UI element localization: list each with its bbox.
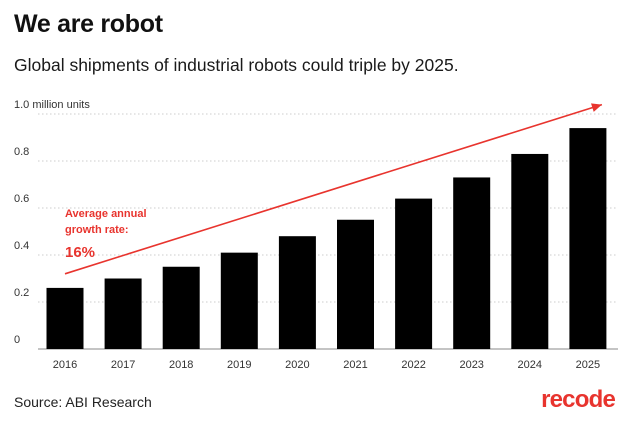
x-tick-label: 2016 bbox=[53, 359, 77, 371]
trend-arrow-head bbox=[591, 103, 602, 112]
chart-title: We are robot bbox=[14, 10, 163, 38]
y-axis-ticks: 0 0.2 0.4 0.6 0.8 1.0 million units bbox=[14, 99, 90, 346]
x-tick-label: 2025 bbox=[576, 359, 600, 371]
bar-2018 bbox=[162, 266, 200, 349]
bar-2019 bbox=[220, 252, 258, 349]
growth-annotation: Average annual growth rate: 16% bbox=[64, 103, 603, 275]
bar-2016 bbox=[46, 287, 84, 349]
x-tick-label: 2022 bbox=[401, 359, 425, 371]
x-tick-label: 2020 bbox=[285, 359, 309, 371]
bar-2022 bbox=[395, 198, 433, 349]
x-tick-label: 2024 bbox=[518, 359, 542, 371]
y-tick-label: 0.2 bbox=[14, 287, 29, 299]
bar-2024 bbox=[511, 153, 549, 349]
bar-2023 bbox=[453, 177, 491, 349]
x-axis-ticks: 2016 2017 2018 2019 2020 2021 2022 2023 2024 2025 bbox=[53, 359, 600, 371]
y-tick-label: 0 bbox=[14, 334, 20, 346]
x-tick-label: 2021 bbox=[343, 359, 367, 371]
x-tick-label: 2018 bbox=[169, 359, 193, 371]
x-tick-label: 2023 bbox=[459, 359, 483, 371]
y-tick-label: 0.6 bbox=[14, 193, 29, 205]
bar-2021 bbox=[337, 219, 374, 349]
annotation-label: Average annual bbox=[65, 208, 147, 220]
annotation-label: growth rate: bbox=[65, 224, 129, 236]
x-tick-label: 2017 bbox=[111, 359, 135, 371]
x-tick-label: 2019 bbox=[227, 359, 251, 371]
recode-logo: recode bbox=[541, 386, 616, 413]
source-note: Source: ABI Research bbox=[14, 394, 152, 410]
bars bbox=[46, 128, 607, 349]
bar-2025 bbox=[569, 128, 607, 349]
bar-2020 bbox=[278, 236, 316, 349]
annotation-value: 16% bbox=[65, 244, 95, 261]
trend-arrow-line bbox=[64, 103, 603, 275]
bar-2017 bbox=[104, 278, 142, 349]
y-tick-label: 1.0 million units bbox=[14, 99, 90, 111]
chart-subtitle: Global shipments of industrial robots co… bbox=[14, 55, 459, 75]
y-tick-label: 0.4 bbox=[14, 240, 29, 252]
y-tick-label: 0.8 bbox=[14, 146, 29, 158]
